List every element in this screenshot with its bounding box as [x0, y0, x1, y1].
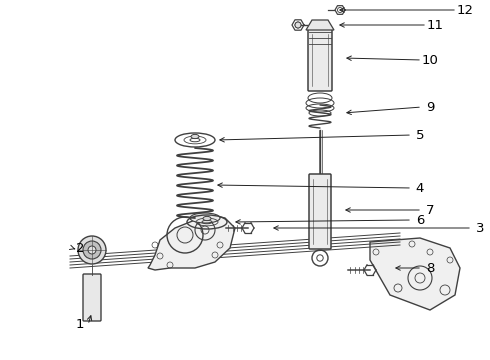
- FancyBboxPatch shape: [308, 29, 332, 91]
- Text: 9: 9: [426, 100, 434, 113]
- Ellipse shape: [190, 213, 220, 223]
- Text: 5: 5: [416, 129, 424, 141]
- Text: 7: 7: [426, 203, 434, 216]
- Text: 12: 12: [457, 4, 473, 17]
- Text: 8: 8: [426, 261, 434, 274]
- Text: 3: 3: [476, 221, 484, 234]
- Circle shape: [88, 246, 96, 254]
- Polygon shape: [306, 20, 334, 30]
- Polygon shape: [148, 215, 235, 270]
- Polygon shape: [370, 238, 460, 310]
- Text: 2: 2: [76, 242, 84, 255]
- Text: 4: 4: [416, 181, 424, 194]
- Text: 11: 11: [426, 18, 443, 32]
- Text: 1: 1: [76, 319, 84, 332]
- FancyBboxPatch shape: [83, 274, 101, 321]
- FancyBboxPatch shape: [309, 174, 331, 249]
- Ellipse shape: [191, 134, 199, 139]
- Ellipse shape: [203, 216, 211, 221]
- Text: 10: 10: [421, 54, 439, 67]
- Circle shape: [78, 236, 106, 264]
- Circle shape: [295, 22, 301, 28]
- Circle shape: [83, 241, 101, 259]
- Text: 6: 6: [416, 213, 424, 226]
